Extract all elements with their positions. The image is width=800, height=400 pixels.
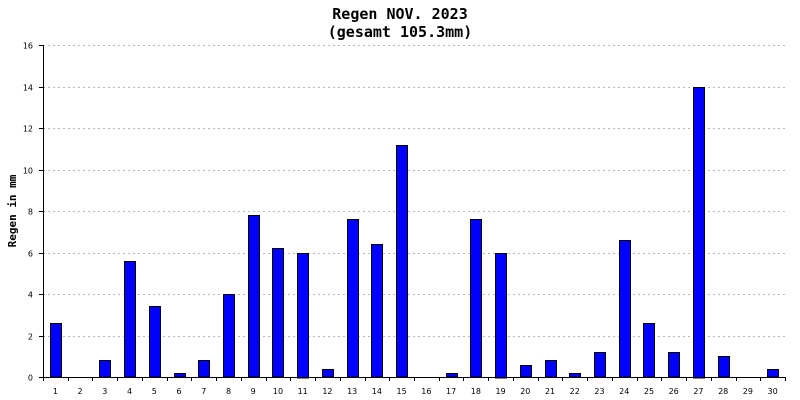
x-tick-label-14: 14: [372, 387, 382, 396]
y-tick-label: 2: [28, 333, 33, 342]
bar-day-28: [718, 356, 730, 378]
x-ticks: 1 2 3 4 5 6 7 8 9 10 11 12 13 14 15 16 17 18 19 20 21 22 23 24 2…: [43, 377, 786, 396]
y-tick-label: 0: [28, 374, 33, 383]
bar-day-26: [668, 352, 680, 378]
x-tick-label-4: 4: [127, 387, 132, 396]
x-tick-label-15: 15: [397, 387, 407, 396]
x-tick-label-10: 10: [273, 387, 283, 396]
x-tick-label-8: 8: [226, 387, 231, 396]
bars: [50, 87, 779, 379]
x-tick-label-12: 12: [322, 387, 332, 396]
bar-day-4: [124, 261, 136, 378]
bar-day-27: [693, 87, 705, 379]
bar-day-5: [149, 306, 161, 378]
x-tick-label-24: 24: [619, 387, 629, 396]
bar-day-8: [223, 294, 235, 378]
bar-day-19: [495, 253, 507, 379]
y-tick-label: 12: [23, 125, 33, 134]
bar-day-13: [347, 219, 359, 378]
y-tick-label: 16: [23, 42, 33, 51]
x-tick-label-6: 6: [176, 387, 181, 396]
bar-day-9: [248, 215, 260, 378]
bar-day-21: [545, 360, 557, 378]
x-tick-label-18: 18: [471, 387, 481, 396]
y-tick-label: 4: [28, 291, 33, 300]
y-tick-label: 10: [23, 167, 33, 176]
x-tick-label-20: 20: [520, 387, 530, 396]
bar-day-30: [767, 369, 779, 378]
x-tick-label-27: 27: [693, 387, 703, 396]
bar-day-17: [446, 373, 458, 378]
bar-day-25: [643, 323, 655, 378]
y-tick-label: 14: [23, 84, 33, 93]
y-tick-label: 6: [28, 250, 33, 259]
bar-day-3: [99, 360, 111, 378]
chart-subtitle: (gesamt 105.3mm): [328, 23, 473, 41]
x-tick-label-2: 2: [78, 387, 83, 396]
x-tick-label-26: 26: [669, 387, 679, 396]
x-tick-label-19: 19: [495, 387, 505, 396]
grid: [43, 45, 785, 337]
bar-day-12: [322, 369, 334, 378]
y-ticks: 0 2 4 6 8 10 12 14 16: [23, 42, 43, 383]
x-tick-label-28: 28: [718, 387, 728, 396]
bar-day-7: [198, 360, 210, 378]
y-axis-label: Regen in mm: [6, 174, 19, 247]
x-tick-label-21: 21: [545, 387, 555, 396]
bar-day-24: [619, 240, 631, 378]
bar-day-23: [594, 352, 606, 378]
x-tick-label-22: 22: [570, 387, 580, 396]
bar-day-20: [520, 365, 532, 378]
x-tick-label-7: 7: [201, 387, 206, 396]
x-tick-label-9: 9: [251, 387, 256, 396]
x-tick-label-1: 1: [53, 387, 58, 396]
x-tick-label-30: 30: [768, 387, 778, 396]
y-tick-label: 8: [28, 208, 33, 217]
x-tick-label-16: 16: [421, 387, 431, 396]
x-tick-label-13: 13: [347, 387, 357, 396]
bar-day-1: [50, 323, 62, 378]
x-tick-label-23: 23: [594, 387, 604, 396]
bar-day-10: [272, 248, 284, 378]
chart-title: Regen NOV. 2023: [332, 5, 467, 23]
bar-day-6: [174, 373, 186, 378]
x-tick-label-3: 3: [102, 387, 107, 396]
x-tick-label-25: 25: [644, 387, 654, 396]
bar-day-11: [297, 253, 309, 379]
x-tick-label-5: 5: [152, 387, 157, 396]
bar-day-15: [396, 145, 408, 378]
x-tick-label-29: 29: [743, 387, 753, 396]
bar-day-14: [371, 244, 383, 378]
x-tick-label-11: 11: [298, 387, 308, 396]
bar-day-18: [470, 219, 482, 378]
x-tick-label-17: 17: [446, 387, 456, 396]
bar-day-22: [569, 373, 581, 378]
